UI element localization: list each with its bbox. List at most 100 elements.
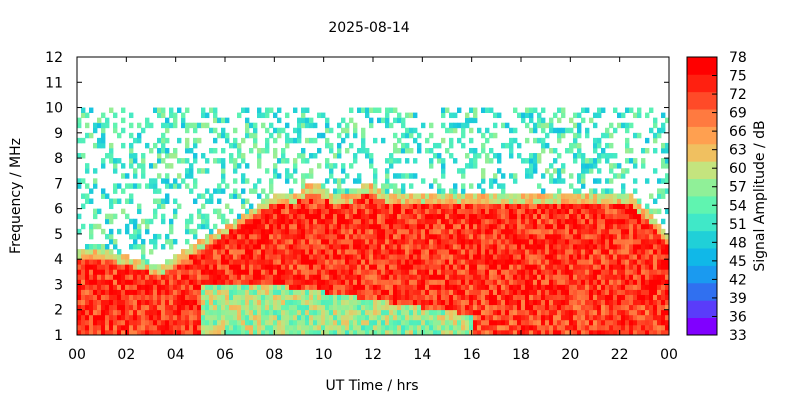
heatmap-cell	[117, 314, 122, 321]
heatmap-cell	[501, 223, 506, 230]
heatmap-cell	[565, 299, 570, 306]
heatmap-cell	[641, 299, 646, 306]
heatmap-cell	[541, 319, 546, 326]
heatmap-cell	[561, 132, 566, 139]
heatmap-cell	[285, 208, 290, 215]
heatmap-cell	[533, 324, 538, 331]
heatmap-cell	[153, 163, 158, 169]
heatmap-cell	[297, 122, 302, 129]
heatmap-cell	[333, 269, 338, 275]
heatmap-cell	[153, 289, 158, 295]
heatmap-cell	[377, 329, 382, 336]
heatmap-cell	[249, 279, 254, 285]
heatmap-cell	[565, 329, 570, 336]
heatmap-cell	[489, 198, 494, 204]
heatmap-cell	[473, 233, 478, 240]
heatmap-cell	[169, 122, 174, 129]
heatmap-cell	[325, 117, 330, 124]
heatmap-cell	[593, 122, 598, 129]
heatmap-cell	[293, 269, 298, 275]
heatmap-cell	[281, 329, 286, 336]
heatmap-cell	[517, 208, 522, 215]
heatmap-cell	[445, 228, 450, 235]
heatmap-cell	[161, 244, 166, 250]
heatmap-cell	[665, 178, 670, 184]
heatmap-cell	[313, 153, 318, 159]
heatmap-cell	[297, 274, 302, 280]
heatmap-cell	[325, 299, 330, 306]
heatmap-cell	[489, 269, 494, 275]
heatmap-cell	[477, 153, 482, 159]
heatmap-cell	[469, 183, 474, 189]
heatmap-cell	[477, 284, 482, 290]
heatmap-cell	[401, 183, 406, 189]
heatmap-cell	[325, 127, 330, 134]
heatmap-cell	[425, 294, 430, 301]
heatmap-cell	[501, 329, 506, 336]
heatmap-cell	[465, 264, 470, 270]
heatmap-cell	[305, 329, 310, 336]
heatmap-cell	[145, 117, 150, 124]
heatmap-cell	[189, 218, 194, 225]
colorbar-swatch	[687, 282, 717, 301]
heatmap-cell	[465, 304, 470, 311]
heatmap-cell	[633, 228, 638, 235]
heatmap-cell	[273, 244, 278, 250]
heatmap-cell	[405, 132, 410, 139]
heatmap-cell	[437, 228, 442, 235]
heatmap-cell	[533, 238, 538, 245]
heatmap-cell	[385, 304, 390, 311]
heatmap-cell	[277, 304, 282, 311]
heatmap-cell	[433, 259, 438, 265]
heatmap-cell	[449, 137, 454, 144]
colorbar-tick-label: 72	[729, 87, 747, 103]
heatmap-cell	[573, 153, 578, 159]
heatmap-cell	[237, 193, 242, 199]
heatmap-cell	[549, 203, 554, 210]
heatmap-cell	[513, 223, 518, 230]
heatmap-cell	[393, 117, 398, 124]
heatmap-cell	[209, 269, 214, 275]
heatmap-cell	[245, 117, 250, 124]
heatmap-cell	[349, 213, 354, 220]
heatmap-cell	[633, 274, 638, 280]
heatmap-cell	[249, 208, 254, 215]
heatmap-cell	[261, 279, 266, 285]
heatmap-cell	[433, 208, 438, 215]
heatmap-cell	[657, 193, 662, 199]
heatmap-cell	[521, 238, 526, 245]
heatmap-cell	[373, 284, 378, 290]
heatmap-cell	[429, 259, 434, 265]
heatmap-cell	[333, 238, 338, 245]
heatmap-cell	[393, 213, 398, 220]
heatmap-cell	[349, 284, 354, 290]
heatmap-cell	[289, 304, 294, 311]
heatmap-cell	[437, 218, 442, 225]
heatmap-cell	[225, 329, 230, 336]
heatmap-cell	[377, 198, 382, 204]
heatmap-cell	[233, 233, 238, 240]
heatmap-cell	[93, 319, 98, 326]
heatmap-cell	[165, 269, 170, 275]
heatmap-cell	[249, 304, 254, 311]
heatmap-cell	[625, 294, 630, 301]
heatmap-cell	[621, 168, 626, 174]
heatmap-cell	[541, 188, 546, 194]
heatmap-cell	[581, 183, 586, 189]
heatmap-cell	[273, 137, 278, 144]
heatmap-cell	[237, 249, 242, 255]
heatmap-cell	[625, 304, 630, 311]
heatmap-cell	[121, 314, 126, 321]
heatmap-cell	[165, 198, 170, 204]
heatmap-cell	[609, 122, 614, 129]
heatmap-cell	[149, 183, 154, 189]
heatmap-cell	[425, 218, 430, 225]
heatmap-cell	[121, 299, 126, 306]
heatmap-cell	[249, 249, 254, 255]
heatmap-cell	[113, 158, 118, 164]
heatmap-cell	[317, 279, 322, 285]
heatmap-cell	[265, 264, 270, 270]
heatmap-cell	[445, 274, 450, 280]
heatmap-cell	[261, 274, 266, 280]
heatmap-cell	[421, 254, 426, 260]
